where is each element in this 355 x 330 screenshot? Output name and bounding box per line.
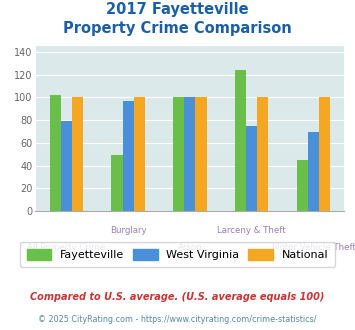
Bar <box>184 97 196 211</box>
Text: Motor Vehicle Theft: Motor Vehicle Theft <box>272 243 355 251</box>
Text: Property Crime Comparison: Property Crime Comparison <box>63 21 292 36</box>
Text: © 2025 CityRating.com - https://www.cityrating.com/crime-statistics/: © 2025 CityRating.com - https://www.city… <box>38 315 317 324</box>
Text: Larceny & Theft: Larceny & Theft <box>217 226 286 235</box>
Bar <box>196 97 207 211</box>
Text: Arson: Arson <box>178 243 202 251</box>
Bar <box>134 97 145 211</box>
Legend: Fayetteville, West Virginia, National: Fayetteville, West Virginia, National <box>20 242 335 267</box>
Text: All Property Crime: All Property Crime <box>27 243 105 251</box>
Bar <box>72 97 83 211</box>
Bar <box>111 155 122 211</box>
Bar <box>246 126 257 211</box>
Bar <box>61 121 72 211</box>
Bar <box>122 101 134 211</box>
Text: Compared to U.S. average. (U.S. average equals 100): Compared to U.S. average. (U.S. average … <box>30 292 325 302</box>
Bar <box>235 70 246 211</box>
Bar <box>297 160 308 211</box>
Text: Burglary: Burglary <box>110 226 147 235</box>
Bar <box>50 95 61 211</box>
Text: 2017 Fayetteville: 2017 Fayetteville <box>106 2 249 16</box>
Bar <box>319 97 330 211</box>
Bar <box>308 132 319 211</box>
Bar <box>173 97 184 211</box>
Bar <box>257 97 268 211</box>
